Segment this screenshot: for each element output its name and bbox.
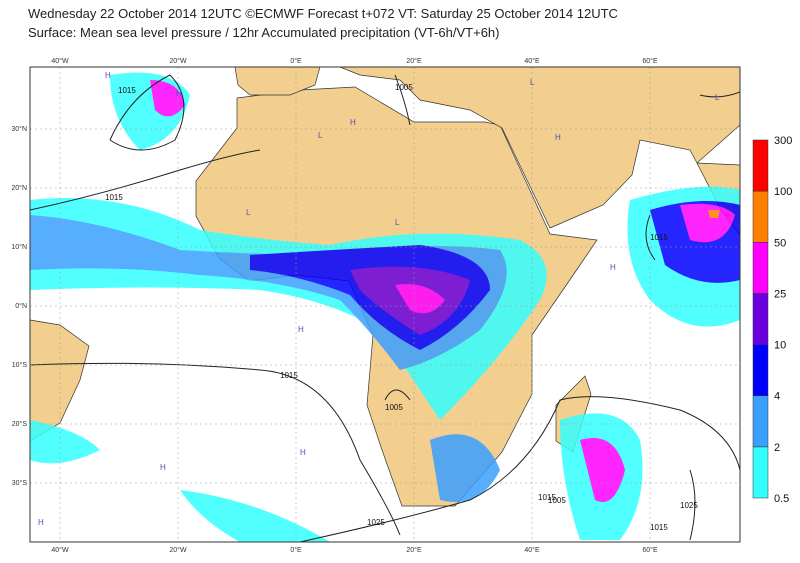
lat-label: 20°N (11, 184, 27, 192)
lon-label: 20°W (169, 57, 187, 65)
contour-label: 1015 (118, 86, 136, 95)
colorbar-segment (752, 395, 769, 448)
pressure-center: L (318, 131, 323, 140)
lon-label: 0°E (290, 57, 302, 65)
colorbar-segment (752, 446, 769, 499)
colorbar-segment (752, 242, 769, 294)
contour-label: 1015 (105, 193, 123, 202)
map-frame (29, 66, 741, 543)
map (30, 67, 740, 542)
colorbar-label: 0.5 (774, 493, 789, 505)
lon-label: 40°E (524, 57, 540, 65)
colorbar-segment (752, 293, 769, 345)
lon-label: 20°E (406, 546, 422, 554)
contour-label: 1015 (538, 493, 556, 502)
lat-label: 10°N (11, 243, 27, 251)
contour-label: 1005 (548, 496, 566, 505)
colorbar-segment (752, 139, 769, 192)
lat-label: 10°S (12, 361, 28, 369)
colorbar-segment (752, 190, 769, 243)
lon-label: 40°W (51, 57, 69, 65)
title: Wednesday 22 October 2014 12UTC ©ECMWF F… (28, 6, 618, 21)
colorbar-segment (752, 344, 769, 396)
pressure-center: H (105, 71, 111, 80)
contour-label: 1015 (650, 523, 668, 532)
lon-label: 20°E (406, 57, 422, 65)
contour-label: 1025 (367, 518, 385, 527)
pressure-center: L (530, 78, 535, 87)
colorbar-label: 2 (774, 442, 780, 454)
contour-label: 1005 (395, 83, 413, 92)
pressure-center: H (38, 518, 44, 527)
lon-label: 60°E (642, 57, 658, 65)
pressure-center: L (395, 218, 400, 227)
lon-label: 60°E (642, 546, 658, 554)
subtitle: Surface: Mean sea level pressure / 12hr … (28, 25, 500, 40)
pressure-center: L (715, 93, 720, 102)
lon-label: 40°W (51, 546, 69, 554)
pressure-center: L (246, 208, 251, 217)
lon-label: 20°W (169, 546, 187, 554)
lat-label: 0°N (15, 302, 27, 310)
contour-label: 1005 (385, 403, 403, 412)
colorbar-label: 10 (774, 340, 786, 352)
contour-label: 1025 (680, 501, 698, 510)
colorbar-label: 25 (774, 288, 786, 300)
pressure-center: H (610, 263, 616, 272)
lat-label: 20°S (12, 420, 28, 428)
colorbar-label: 300 (774, 135, 792, 147)
pressure-center: H (298, 325, 304, 334)
pressure-center: H (555, 133, 561, 142)
colorbar-label: 4 (774, 391, 780, 403)
pressure-center: H (160, 463, 166, 472)
pressure-center: H (350, 118, 356, 127)
lon-label: 40°E (524, 546, 540, 554)
pressure-center: H (176, 89, 182, 98)
lon-label: 0°E (290, 546, 302, 554)
pressure-center: H (300, 448, 306, 457)
lat-label: 30°S (12, 479, 28, 487)
colorbar-label: 50 (774, 237, 786, 249)
contour-label: 1015 (280, 371, 298, 380)
colorbar-label: 100 (774, 186, 792, 198)
contour-label: 1015 (650, 233, 668, 242)
lat-label: 30°N (11, 125, 27, 133)
